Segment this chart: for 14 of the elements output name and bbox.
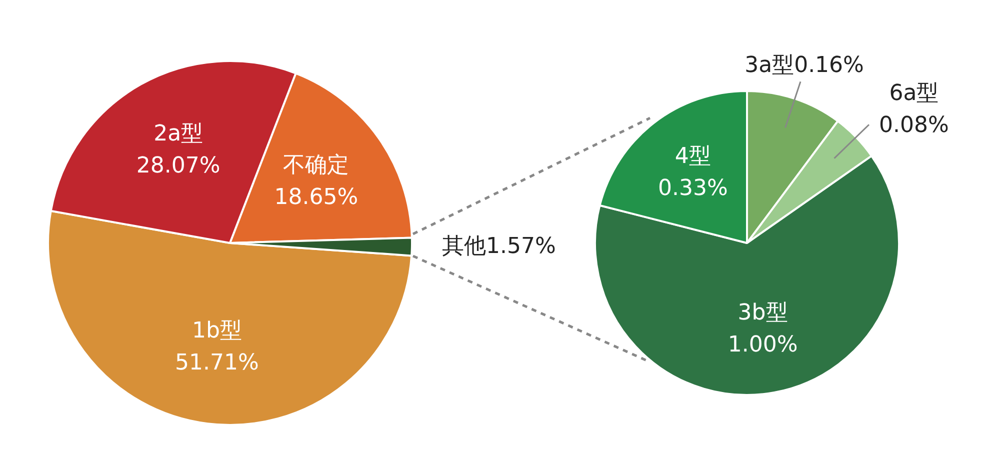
slice-label: 不确定 — [283, 152, 350, 178]
slice-label: 1b型 — [192, 318, 242, 344]
slice-label: 2a型 — [154, 122, 204, 147]
slice-label: 6a型 — [889, 81, 939, 106]
slice-label: 其他1.57% — [442, 234, 556, 260]
slice-label: 3a型0.16% — [744, 52, 864, 78]
data-label: 28.07% — [136, 154, 220, 179]
data-label: 18.65% — [274, 184, 358, 210]
data-label: 0.33% — [658, 176, 728, 202]
slice-label: 3b型 — [738, 300, 788, 326]
data-label: 1.00% — [728, 332, 798, 358]
data-label: 0.08% — [879, 113, 949, 138]
data-label: 51.71% — [175, 350, 259, 376]
slice-label: 4型 — [674, 144, 711, 170]
